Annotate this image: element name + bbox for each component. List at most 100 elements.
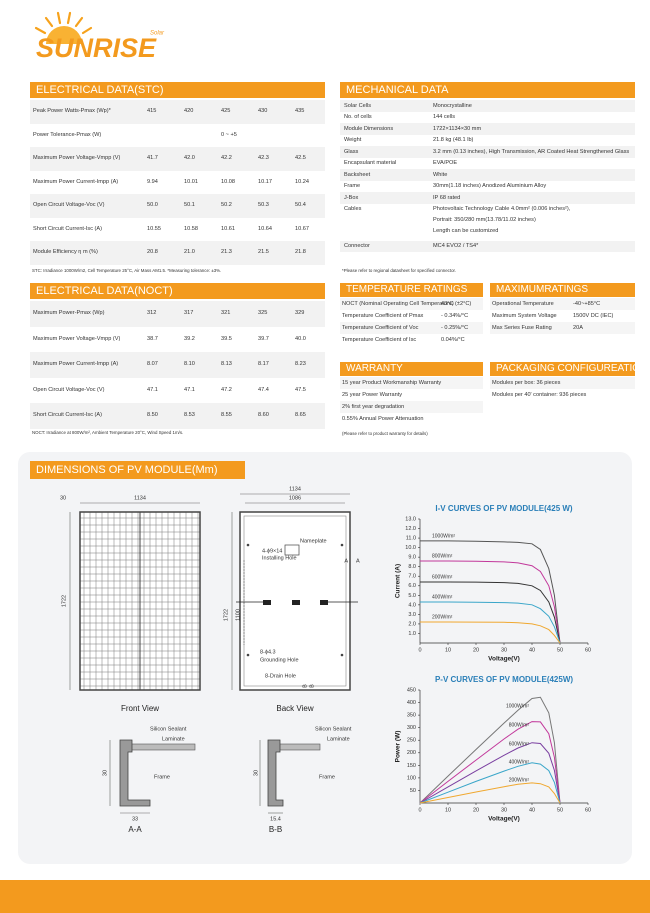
row-value: EVA/POE (433, 160, 458, 166)
hole (340, 543, 344, 547)
row-value: 42.3 (258, 155, 269, 162)
section-title: ELECTRICAL DATA(STC) (30, 82, 325, 98)
row-label: Cables (344, 206, 362, 212)
dimension-label: A (344, 558, 348, 564)
row-label: 2% first year degradation (342, 404, 405, 410)
row-bg (340, 192, 635, 204)
x-tick-label: 30 (501, 807, 507, 813)
dimension-label: 1722 (223, 609, 229, 621)
row-label: No. of cells (344, 114, 372, 120)
row-bg (340, 157, 635, 169)
row-label: 25 year Power Warranty (342, 392, 403, 398)
y-tick-label: 100 (407, 775, 416, 781)
y-tick-label: 7.0 (408, 574, 416, 580)
laminate (277, 743, 321, 751)
row-value: 8.17 (258, 361, 269, 368)
row-value: 21.3 (221, 249, 232, 256)
x-tick-label: 0 (418, 807, 421, 813)
y-tick-label: 300 (407, 725, 416, 731)
row-bg (30, 241, 325, 265)
row-label: Frame (344, 183, 361, 189)
y-tick-label: 200 (407, 750, 416, 756)
row-label: Encapsulant material (344, 160, 397, 166)
dimension-label: Laminate (327, 736, 350, 742)
row-label: NOCT (Nominal Operating Cell Temperature… (342, 301, 454, 307)
x-tick-label: 10 (445, 647, 451, 653)
row-value: 21.8 kg (48.1 lb) (433, 137, 474, 143)
y-tick-label: 350 (407, 713, 416, 719)
chart-title: I-V CURVES OF PV MODULE(425 W) (435, 504, 573, 513)
x-axis-label: Voltage(V) (488, 656, 520, 663)
curve (420, 621, 561, 644)
dimension-label: Installing Hole (262, 555, 297, 561)
row-value: 47.1 (147, 386, 158, 393)
row-bg (490, 310, 635, 322)
row-label: Temperature Coefficient of Voc (342, 325, 419, 331)
row-value: 8.07 (147, 361, 158, 368)
row-value: 144 cells (433, 114, 456, 120)
row-value: 21.0 (184, 249, 195, 256)
row-value: 42.5 (295, 155, 306, 162)
row-value: 39.2 (184, 335, 195, 342)
x-tick-label: 10 (445, 807, 451, 813)
row-value: 329 (295, 310, 305, 317)
y-tick-label: 10.0 (405, 545, 416, 551)
row-value: 8.65 (295, 412, 306, 419)
row-label: Short Circuit Current-Isc (A) (33, 225, 103, 232)
y-tick-label: 50 (410, 788, 416, 794)
curve-label: 600W/m² (432, 574, 453, 580)
table-note: NOCT: Irradiance at 800W/m², Ambient Tem… (32, 430, 184, 435)
chart-title: P-V CURVES OF PV MODULE(425W) (435, 675, 573, 684)
row-value: 10.17 (258, 178, 272, 185)
row-value: 8.23 (295, 361, 306, 368)
nameplate (284, 544, 300, 556)
row-label: Peak Power Watts-Pmax (Wp)* (33, 108, 111, 115)
hole (340, 653, 344, 657)
y-tick-label: 11.0 (406, 536, 416, 542)
frame-profile (267, 739, 284, 807)
row-value: 47.4 (258, 386, 269, 393)
junction-box (320, 600, 328, 605)
row-bg (340, 377, 483, 389)
dimensions-title: DIMENSIONS OF PV MODULE(Mm) (36, 464, 218, 476)
row-value: -40~+85°C (573, 301, 601, 307)
x-tick-label: 40 (529, 807, 535, 813)
row-value: 425 (221, 108, 231, 115)
x-tick-label: 40 (529, 647, 535, 653)
row-value: 10.64 (258, 225, 272, 232)
row-bg (340, 334, 483, 346)
dimensions-title-bar (30, 461, 245, 479)
row-label: Power Tolerance-Pmax (W) (33, 131, 102, 138)
row-value: 8.50 (147, 412, 158, 419)
y-tick-label: 13.0 (405, 516, 416, 522)
row-label: Connector (344, 243, 370, 249)
row-label: Maximum Power Voltage-Vmpp (V) (33, 155, 121, 162)
logo-sun-disc (46, 26, 82, 44)
row-value: 50.4 (295, 202, 306, 209)
row-value: 41.7 (147, 155, 158, 162)
row-bg (490, 377, 635, 389)
y-tick-label: 250 (407, 738, 416, 744)
y-axis-label: Power (W) (395, 731, 402, 763)
y-tick-label: 150 (407, 763, 416, 769)
row-value: 430 (258, 108, 268, 115)
row-value: 39.5 (221, 335, 232, 342)
table-note: STC: Irradiance 1000W/m2, Cell Temperatu… (32, 268, 222, 273)
row-bg (340, 134, 635, 146)
row-value: White (433, 171, 448, 178)
row-value: 47.2 (221, 386, 232, 393)
curve (419, 742, 561, 804)
row-label: J-Box (344, 194, 359, 201)
dimension-label: Front View (121, 704, 159, 713)
y-tick-label: 9.0 (408, 555, 416, 561)
row-bg (30, 100, 325, 124)
section-title: TEMPERATURE RATINGS (340, 283, 483, 297)
x-tick-label: 50 (557, 647, 563, 653)
row-bg (340, 322, 483, 334)
row-bg (340, 298, 483, 310)
row-value: 50.1 (184, 202, 195, 209)
x-tick-label: 30 (501, 647, 507, 653)
curve (420, 560, 561, 644)
dimension-label: Nameplate (300, 538, 327, 544)
section-title: PACKAGING CONFIGUREATION (490, 362, 647, 376)
